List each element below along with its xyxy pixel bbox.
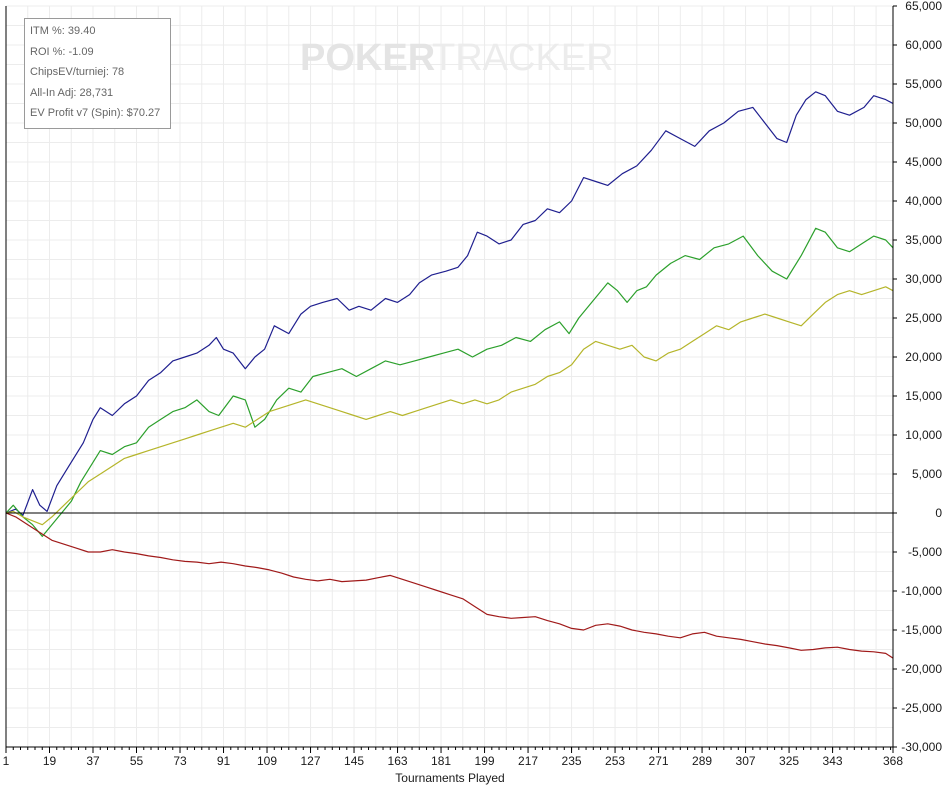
stat-allin-adj: All-In Adj: 28,731 [30,83,170,104]
y-tick-label: 10,000 [905,428,942,442]
stat-chipsev: ChipsEV/turniej: 78 [30,62,170,83]
y-tick-label: -30,000 [901,740,942,754]
x-tick-label: 163 [388,754,408,768]
series-lines [5,91,894,659]
x-tick-label: 181 [431,754,451,768]
series-line-2 [5,227,894,538]
watermark: POKER TRACKER [300,37,614,79]
x-tick-label: 145 [344,754,364,768]
x-tick-label: 235 [562,754,582,768]
y-tick-label: 65,000 [905,0,942,13]
y-tick-label: 5,000 [912,467,942,481]
stat-allin-adj-value: 28,731 [79,86,114,99]
series-line-4 [5,512,894,659]
stat-ev-profit-label: EV Profit v7 (Spin): [30,107,124,119]
y-tick-label: 20,000 [905,350,942,364]
y-tick-label: 45,000 [905,155,942,169]
stat-itm-label: ITM %: [30,25,65,37]
stat-chipsev-label: ChipsEV/turniej: [30,66,109,78]
y-tick-label: 0 [935,506,942,520]
stats-box: ITM %: 39.40 ROI %: -1.09 ChipsEV/turnie… [24,18,171,129]
series-line-1 [5,91,894,516]
x-tick-label: 37 [86,754,100,768]
x-tick-label: 73 [173,754,187,768]
stat-roi-value: -1.09 [68,45,94,58]
watermark-poker: POKER [300,37,435,79]
y-tick-label: -10,000 [901,584,942,598]
stat-roi-label: ROI %: [30,45,66,58]
x-tick-label: 343 [823,754,843,768]
y-tick-label: 35,000 [905,233,942,247]
x-tick-label: 271 [649,754,669,768]
watermark-tracker: TRACKER [432,37,614,79]
y-tick-label: 15,000 [905,389,942,403]
y-tick-label: -15,000 [901,623,942,637]
axes [5,5,897,753]
y-tick-label: -5,000 [908,545,942,559]
x-tick-label: 307 [736,754,756,768]
x-tick-label: 217 [518,754,538,768]
y-tick-label: 30,000 [905,272,942,286]
y-tick-label: 25,000 [905,311,942,325]
y-tick-label: 55,000 [905,77,942,91]
x-tick-labels: 1 19 37 55 73 91 109 127 145 163 181 199 217 235 253 27… [3,754,904,768]
stat-chipsev-value: 78 [111,66,125,78]
y-tick-label: 60,000 [905,38,942,52]
x-tick-label: 55 [130,754,144,768]
y-tick-label: -25,000 [901,701,942,715]
x-tick-label: 1 [3,754,10,768]
stat-itm-value: 39.40 [67,25,96,37]
x-tick-label: 91 [217,754,231,768]
x-tick-label: 325 [779,754,799,768]
x-axis-title: Tournaments Played [395,771,504,785]
x-tick-label: 127 [301,754,321,768]
stat-ev-profit-value: $70.27 [126,107,161,119]
stat-roi: ROI %: -1.09 [30,42,170,63]
stat-allin-adj-label: All-In Adj: [30,86,77,99]
y-tick-label: 40,000 [905,194,942,208]
y-tick-labels: -30,000 -25,000 -20,000 -15,000 -10,000 -5,00… [901,0,942,754]
x-tick-label: 253 [605,754,625,768]
stat-ev-profit: EV Profit v7 (Spin): $70.27 [30,103,170,124]
x-tick-label: 368 [883,754,903,768]
series-line-3 [5,286,894,526]
stat-itm: ITM %: 39.40 [30,21,170,42]
x-tick-label: 199 [475,754,495,768]
y-tick-label: 50,000 [905,116,942,130]
x-tick-label: 289 [692,754,712,768]
y-tick-label: -20,000 [901,662,942,676]
x-tick-label: 19 [43,754,57,768]
x-tick-label: 109 [257,754,277,768]
